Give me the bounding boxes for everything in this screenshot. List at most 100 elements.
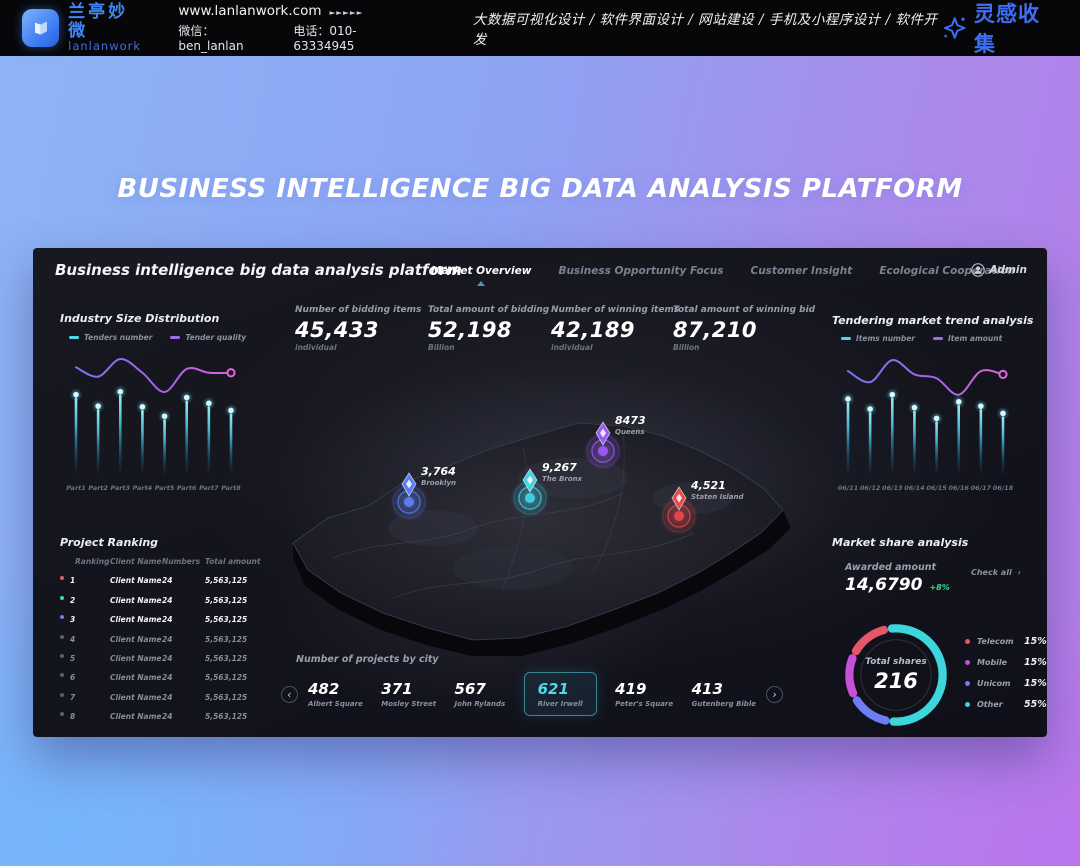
admin-label: Admin [989, 264, 1027, 276]
map-extrusion [293, 510, 791, 656]
city-item-river-irwell[interactable]: 621 River Irwell [523, 672, 597, 716]
bar-dot [183, 394, 190, 401]
trend-line [847, 359, 1004, 396]
industry-chart: Part1 Part2 Part3 Part4 Part5 Part6 Part7 Part8 [61, 344, 246, 498]
rank-amount: 5,563,125 [205, 576, 248, 586]
rank-dot [60, 692, 64, 697]
stat-unit: Billion [673, 343, 700, 352]
bar-dot [206, 400, 212, 407]
marker-city: Queens [615, 428, 645, 436]
services-list: 大数据可视化设计 / 软件界面设计 / 网站建设 / 手机及小程序设计 / 软件… [472, 12, 938, 48]
awarded-amount-block: Awarded amount 14,6790 +8% [845, 562, 950, 595]
prev-arrow-button[interactable]: ‹ [281, 685, 298, 703]
rank-numbers: 24 [162, 595, 173, 605]
legend-pct: 15% [1024, 678, 1047, 689]
city-item-gutenberg-bible[interactable]: 413 Gutenberg Bible [692, 680, 756, 708]
bar-dot [95, 403, 101, 409]
city-item-albert-square[interactable]: 482 Albert Square [308, 680, 363, 708]
website-link[interactable]: www.lanlanwork.com [178, 3, 322, 19]
ranking-table: Ranking Client Name Numbers Total amount 1 Cl… [57, 554, 277, 729]
rank-client: Client Name [110, 576, 162, 586]
rank-number: 1 [70, 576, 76, 586]
rank-numbers: 24 [162, 653, 173, 663]
brand-logo[interactable]: 兰亭妙微 lanlanwork [22, 3, 146, 53]
marker-value: 3,764 [421, 465, 456, 478]
stat-value: 87,210 [673, 318, 758, 342]
rank-dot [60, 712, 64, 717]
bar-dot [933, 415, 940, 422]
ranking-row: 8 Client Name 24 5,563,125 [57, 709, 277, 728]
stat-value: 42,189 [551, 318, 636, 342]
map-pin-icon [671, 486, 687, 511]
city-item-john-rylands[interactable]: 567 John Rylands [455, 680, 506, 708]
lollipop-bar [913, 410, 916, 476]
city-item-peter-s-square[interactable]: 419 Peter's Square [615, 680, 673, 708]
donut-segment-unicom [852, 696, 890, 725]
dash-swatch [170, 336, 181, 339]
awarded-amount-delta: +8% [929, 583, 950, 592]
legend-label: Tender quality [185, 333, 247, 342]
donut-legend-item: Other 55% [965, 699, 1047, 710]
industry-chart-title: Industry Size Distribution [60, 312, 220, 325]
nav-tab-market-overview[interactable]: Market Overview [431, 265, 532, 277]
rank-amount: 5,563,125 [205, 712, 248, 722]
lollipop-bar [1001, 416, 1005, 476]
rank-dot [60, 595, 64, 600]
lollipop-bar [890, 397, 894, 476]
x-tick: Part2 [88, 484, 108, 492]
next-arrow-button[interactable]: › [766, 685, 783, 703]
collect-button[interactable]: 灵感收集 [942, 0, 1061, 58]
ranking-row: 1 Client Name 24 5,563,125 [57, 573, 277, 592]
legend-label: Items number [856, 334, 916, 343]
x-tick: 06/13 [882, 484, 903, 492]
map-pin-icon [401, 472, 417, 497]
stat-card: Number of winning items 42,189 individual [551, 305, 679, 352]
legend-item: Tenders number [69, 333, 152, 342]
city-name: John Rylands [454, 700, 506, 708]
bar-dot [1000, 410, 1006, 417]
legend-label: Tenders number [84, 333, 153, 342]
rank-amount: 5,563,125 [205, 673, 248, 683]
donut-legend: Telecom 15% Mobile 15% Unicom 15% Other 55% [965, 636, 1047, 710]
legend-label: Item amount [948, 334, 1003, 343]
check-all-link[interactable]: Check all › [970, 568, 1021, 577]
stat-card: Total amount of bidding 52,198 Billion [428, 305, 549, 352]
marker-core [598, 446, 608, 456]
nav-tab-business-opportunity-focus[interactable]: Business Opportunity Focus [558, 265, 724, 277]
rank-numbers: 24 [162, 615, 173, 625]
city-value: 482 [308, 680, 340, 698]
stat-unit: individual [295, 343, 337, 352]
rank-number: 7 [70, 692, 76, 702]
rank-client: Client Name [110, 595, 162, 605]
admin-button[interactable]: Admin [970, 263, 1027, 277]
city-name: Gutenberg Bible [691, 700, 756, 708]
awarded-amount-label: Awarded amount [845, 562, 937, 573]
lollipop-bar [935, 421, 938, 476]
stat-value: 45,433 [295, 318, 380, 342]
rank-client: Client Name [110, 712, 162, 722]
rank-number: 5 [70, 653, 76, 663]
rank-amount: 5,563,125 [205, 615, 248, 625]
projects-by-city-title: Number of projects by city [296, 654, 439, 665]
city-item-mosley-street[interactable]: 371 Mosley Street [381, 680, 436, 708]
bar-dot [845, 396, 851, 402]
rank-numbers: 24 [162, 692, 173, 702]
city-value: 371 [381, 680, 413, 698]
ranking-row: 4 Client Name 24 5,563,125 [57, 632, 277, 651]
nav-tab-customer-insight[interactable]: Customer Insight [750, 265, 853, 277]
x-tick: 06/15 [926, 484, 947, 492]
x-tick: Part5 [155, 484, 175, 492]
user-circle-icon [970, 263, 985, 277]
collect-label: 灵感收集 [973, 2, 1040, 56]
ranking-row: 3 Client Name 24 5,563,125 [57, 612, 277, 631]
trend-chart-title: Tendering market trend analysis [832, 314, 1034, 327]
nav-tab-ecological-cooperation[interactable]: Ecological Cooperation [879, 265, 1015, 277]
dashboard-nav: Market Overview Business Opportunity Focu… [431, 265, 1015, 277]
x-tick: 06/12 [860, 484, 881, 492]
wechat-label: 微信：ben_lanlan [178, 24, 244, 53]
